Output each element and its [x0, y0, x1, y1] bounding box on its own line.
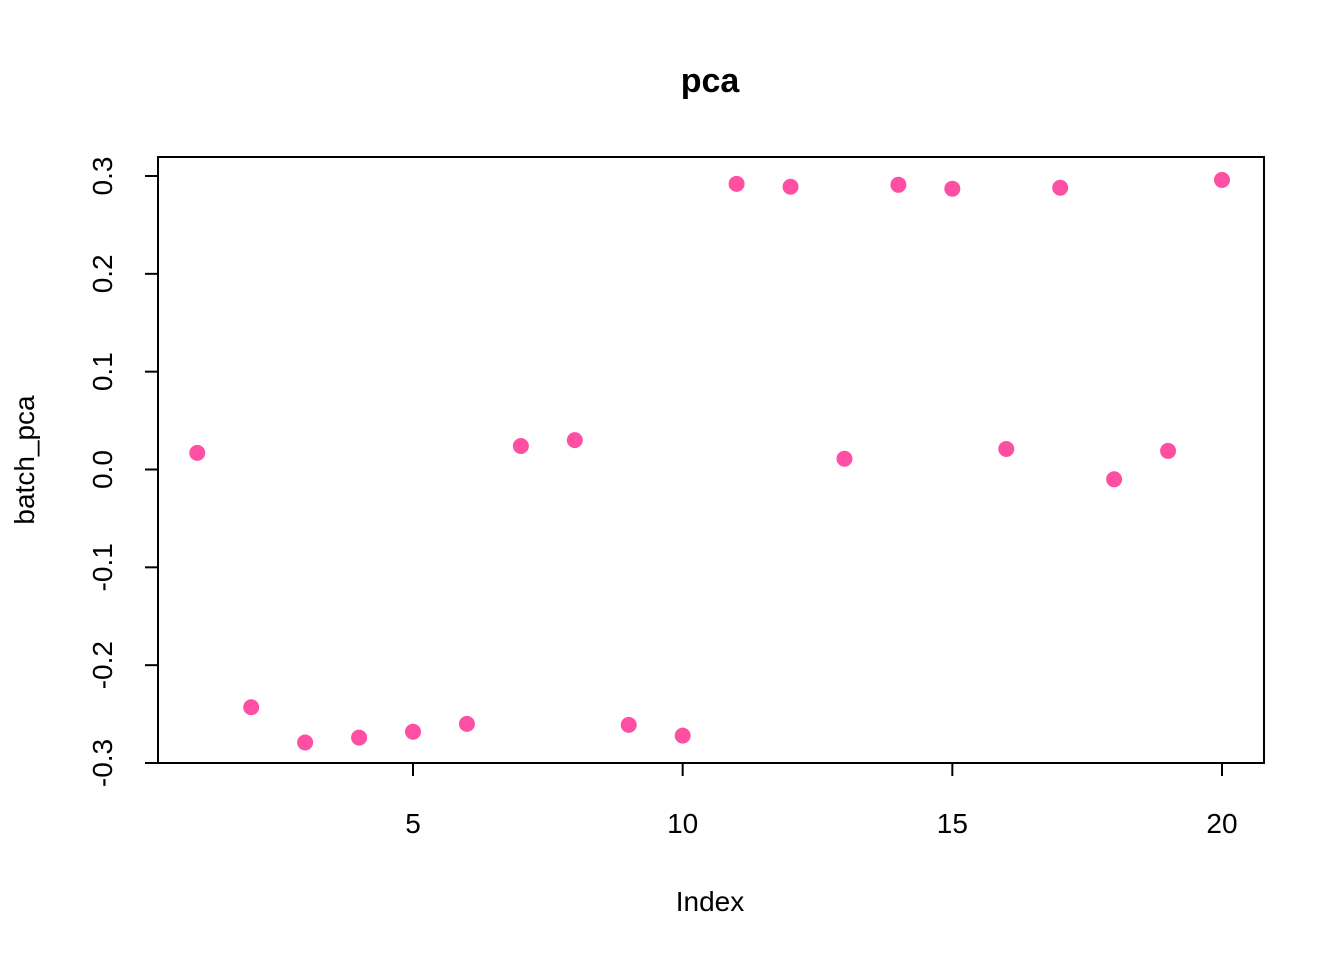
- data-point: [405, 723, 421, 740]
- y-tick-label: 0.2: [87, 254, 118, 293]
- y-tick-label: -0.1: [87, 543, 118, 591]
- x-axis: 5 10 15 20: [405, 762, 1238, 839]
- data-point: [297, 734, 314, 751]
- data-points: [189, 171, 1230, 751]
- plot-frame: [157, 156, 1265, 764]
- y-tick-label: 0.1: [87, 352, 118, 391]
- data-point: [189, 444, 206, 461]
- data-point: [1106, 471, 1123, 488]
- x-axis-label: Index: [676, 886, 745, 917]
- data-point: [1052, 179, 1069, 196]
- data-point: [566, 432, 583, 449]
- y-tick-label: -0.2: [87, 641, 118, 689]
- y-tick-label: 0.3: [87, 157, 118, 196]
- data-point: [782, 178, 799, 195]
- x-tick-label: 10: [667, 808, 698, 839]
- data-point: [674, 727, 691, 744]
- x-tick-label: 5: [405, 808, 421, 839]
- data-point: [890, 176, 907, 193]
- data-point: [1214, 171, 1230, 188]
- data-point: [998, 440, 1015, 457]
- x-tick-label: 15: [937, 808, 968, 839]
- x-tick-label: 20: [1206, 808, 1237, 839]
- data-point: [243, 699, 260, 716]
- data-point: [458, 715, 475, 732]
- y-axis: -0.3 -0.2 -0.1 0.0 0.1 0.2 0.3: [87, 157, 159, 787]
- y-tick-label: -0.3: [87, 739, 118, 787]
- data-point: [351, 729, 368, 746]
- data-point: [728, 175, 745, 192]
- data-point: [1160, 442, 1177, 459]
- chart-title: pca: [681, 62, 741, 100]
- y-axis-label: batch_pca: [9, 395, 40, 525]
- data-point: [620, 716, 637, 733]
- data-point: [944, 180, 961, 197]
- data-point: [836, 450, 853, 467]
- data-point: [512, 438, 529, 455]
- y-tick-label: 0.0: [87, 450, 118, 489]
